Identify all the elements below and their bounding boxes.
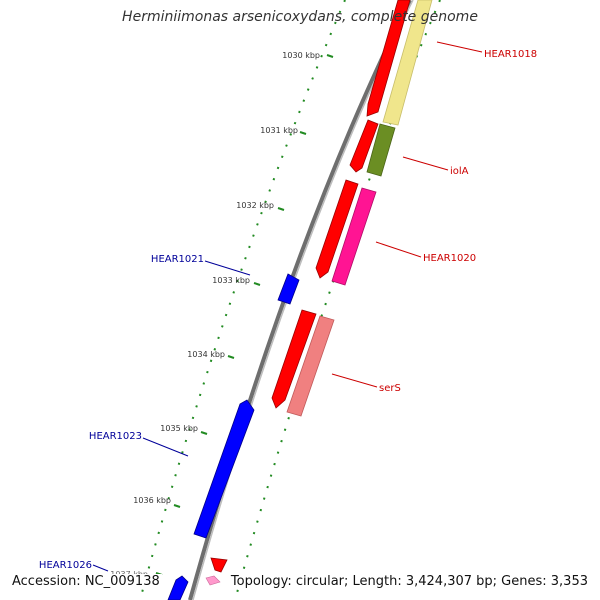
label-line [436, 41, 483, 53]
tick-label: 1033 kbp [212, 276, 250, 285]
label-line [331, 373, 378, 388]
gene-label-sers[interactable]: serS [379, 383, 401, 394]
tick-label: 1032 kbp [236, 201, 274, 210]
tick-label: 1034 kbp [187, 350, 225, 359]
tick-1030 [326, 54, 334, 58]
tick-1035 [200, 431, 208, 435]
cds-forward-sers[interactable] [271, 309, 317, 409]
tick-label: 1030 kbp [282, 51, 320, 60]
label-line [204, 260, 251, 276]
feature-pink-small[interactable] [205, 575, 221, 586]
label-line [375, 241, 422, 258]
cds-forward-iola[interactable] [349, 119, 379, 173]
label-line [142, 437, 189, 457]
cds-reverse-hear1023[interactable] [193, 399, 255, 539]
tick-1036 [173, 504, 181, 508]
gene-label-hear1023[interactable]: HEAR1023 [89, 431, 142, 442]
tick-1031 [299, 131, 307, 135]
gene-label-hear1018[interactable]: HEAR1018 [484, 49, 537, 60]
gc-track-inner [139, 0, 346, 600]
feature-pink[interactable] [331, 187, 377, 286]
tick-label: 1035 kbp [160, 424, 198, 433]
tick-1032 [277, 207, 285, 211]
gene-label-hear1021[interactable]: HEAR1021 [151, 254, 204, 265]
cds-forward-small[interactable] [210, 557, 228, 573]
gene-label-hear1020[interactable]: HEAR1020 [423, 253, 476, 264]
gene-label-iola[interactable]: iolA [450, 166, 469, 177]
feature-yellow[interactable] [382, 0, 433, 126]
cds-reverse-hear1026[interactable] [167, 575, 189, 600]
cds-reverse-hear1021[interactable] [277, 273, 300, 305]
label-line [402, 156, 449, 171]
accession-text: Accession: NC_009138 [10, 574, 162, 589]
feature-salmon[interactable] [286, 315, 335, 417]
gene-label-hear1026[interactable]: HEAR1026 [39, 560, 92, 571]
cds-forward-hear1018[interactable] [366, 0, 411, 117]
tick-1033 [253, 282, 261, 286]
tick-label: 1036 kbp [133, 496, 171, 505]
map-title: Herminiimonas arsenicoxydans, complete g… [122, 9, 478, 25]
tick-label: 1031 kbp [260, 126, 298, 135]
label-line [92, 564, 109, 572]
gc-track-outer [234, 0, 441, 600]
cds-forward-hear1020[interactable] [315, 179, 359, 279]
tick-1034 [227, 355, 235, 359]
feature-olive[interactable] [366, 123, 396, 177]
genome-summary-text: Topology: circular; Length: 3,424,307 bp… [228, 574, 590, 589]
